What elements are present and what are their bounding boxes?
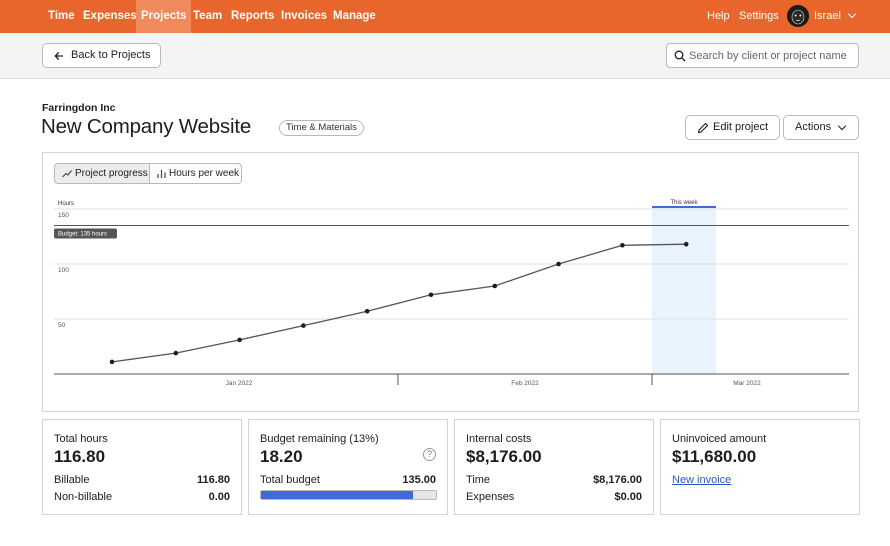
- total-hours-value: 116.80: [54, 447, 106, 466]
- y-tick-label-100: 100: [58, 267, 69, 274]
- internal-costs-value: $8,176.00: [466, 447, 542, 466]
- budget-label-text: Budget: 135 hours: [58, 232, 107, 238]
- top-navigation: Time Expenses Projects Team Reports Invo…: [0, 0, 890, 33]
- tab-hours-per-week[interactable]: Hours per week: [149, 163, 242, 184]
- x-label-jan: Jan 2022: [226, 380, 253, 387]
- arrow-left-icon: [54, 52, 63, 60]
- nav-projects[interactable]: Projects: [136, 0, 192, 33]
- billable-label: Billable: [54, 474, 90, 486]
- actions-button[interactable]: Actions: [783, 115, 859, 140]
- tab-hours-per-week-label: Hours per week: [169, 168, 240, 179]
- budget-label: Budget: 135 hours: [54, 228, 117, 239]
- internal-costs-label: Internal costs: [466, 433, 532, 445]
- data-point-2[interactable]: [237, 337, 242, 343]
- avatar-face-icon: [787, 5, 809, 27]
- nav-invoices[interactable]: Invoices: [281, 10, 328, 22]
- budget-remaining-label: Budget remaining (13%): [260, 433, 379, 445]
- expenses-cost-label: Expenses: [466, 491, 515, 503]
- total-budget-label: Total budget: [260, 474, 320, 486]
- edit-project-button[interactable]: Edit project: [685, 115, 780, 140]
- data-point-3[interactable]: [301, 323, 306, 328]
- search-field[interactable]: [666, 43, 859, 68]
- help-icon[interactable]: ?: [423, 448, 436, 461]
- series-line: [111, 243, 687, 363]
- uninvoiced-card: Uninvoiced amount $11,680.00 New invoice: [660, 419, 860, 515]
- uninvoiced-label: Uninvoiced amount: [672, 433, 767, 445]
- tab-project-progress-label: Project progress: [75, 168, 148, 179]
- chart-card: Project progress Hours per week This wee…: [42, 152, 859, 412]
- data-point-9[interactable]: [683, 241, 689, 247]
- data-point-8[interactable]: [620, 243, 625, 248]
- back-button-label: Back to Projects: [71, 49, 151, 61]
- total-hours-label: Total hours: [54, 433, 108, 445]
- user-menu[interactable]: Israel: [814, 0, 857, 33]
- x-label-feb: Feb 2022: [511, 380, 539, 387]
- project-progress-chart: This week Hours 50 100 150 Jan 2022 Feb 20…: [54, 200, 849, 387]
- user-name: Israel: [814, 10, 841, 22]
- pencil-icon: [697, 122, 709, 134]
- total-hours-card: Total hours 116.80 Billable 116.80 Non-b…: [42, 419, 242, 515]
- client-name: Farringdon Inc: [42, 102, 116, 114]
- edit-project-label: Edit project: [713, 121, 769, 133]
- page-title: New Company Website: [41, 115, 252, 138]
- bar-chart-icon: [157, 170, 166, 178]
- actions-label: Actions: [795, 121, 832, 133]
- settings-link[interactable]: Settings: [739, 10, 779, 22]
- budget-remaining-value: 18.20: [260, 447, 303, 466]
- nav-time[interactable]: Time: [48, 10, 75, 22]
- this-week-highlight: [652, 207, 716, 375]
- sub-header: Back to Projects: [0, 33, 890, 79]
- data-point-7[interactable]: [556, 261, 561, 267]
- new-invoice-link[interactable]: New invoice: [672, 474, 732, 486]
- line-chart-icon: [62, 170, 72, 178]
- x-label-mar: Mar 2022: [733, 380, 761, 387]
- expenses-cost-value: $0.00: [614, 491, 642, 503]
- data-point-5[interactable]: [428, 292, 434, 298]
- time-cost-label: Time: [466, 474, 491, 486]
- data-point-0[interactable]: [109, 359, 115, 365]
- data-point-4[interactable]: [364, 309, 370, 314]
- nav-expenses[interactable]: Expenses: [83, 10, 137, 22]
- y-axis-title: Hours: [58, 201, 74, 207]
- search-input[interactable]: [689, 47, 854, 64]
- non-billable-label: Non-billable: [54, 491, 113, 503]
- help-link[interactable]: Help: [707, 10, 730, 22]
- budget-remaining-card: Budget remaining (13%) 18.20 ? Total bud…: [248, 419, 448, 515]
- this-week-label: This week: [670, 200, 698, 206]
- time-cost-value: $8,176.00: [593, 474, 642, 486]
- total-budget-value: 135.00: [402, 474, 436, 486]
- data-point-1[interactable]: [173, 350, 179, 356]
- nav-team[interactable]: Team: [193, 10, 223, 22]
- project-type-badge: Time & Materials: [279, 120, 364, 136]
- chevron-down-icon: [837, 121, 847, 131]
- data-point-6[interactable]: [492, 283, 498, 289]
- uninvoiced-value: $11,680.00: [672, 447, 757, 466]
- budget-progress-fill: [261, 491, 414, 499]
- y-tick-label-150: 150: [58, 212, 69, 219]
- y-tick-label-50: 50: [58, 322, 66, 329]
- tab-project-progress[interactable]: Project progress: [54, 163, 150, 184]
- nav-manage[interactable]: Manage: [333, 10, 376, 22]
- budget-progress-bar: [260, 490, 437, 500]
- avatar[interactable]: [787, 5, 809, 27]
- billable-value: 116.80: [196, 474, 230, 486]
- search-icon: [674, 50, 686, 62]
- back-to-projects-button[interactable]: Back to Projects: [42, 43, 161, 68]
- non-billable-value: 0.00: [208, 491, 230, 503]
- chevron-down-icon: [847, 9, 857, 19]
- nav-reports[interactable]: Reports: [231, 10, 275, 22]
- internal-costs-card: Internal costs $8,176.00 Time $8,176.00 …: [454, 419, 654, 515]
